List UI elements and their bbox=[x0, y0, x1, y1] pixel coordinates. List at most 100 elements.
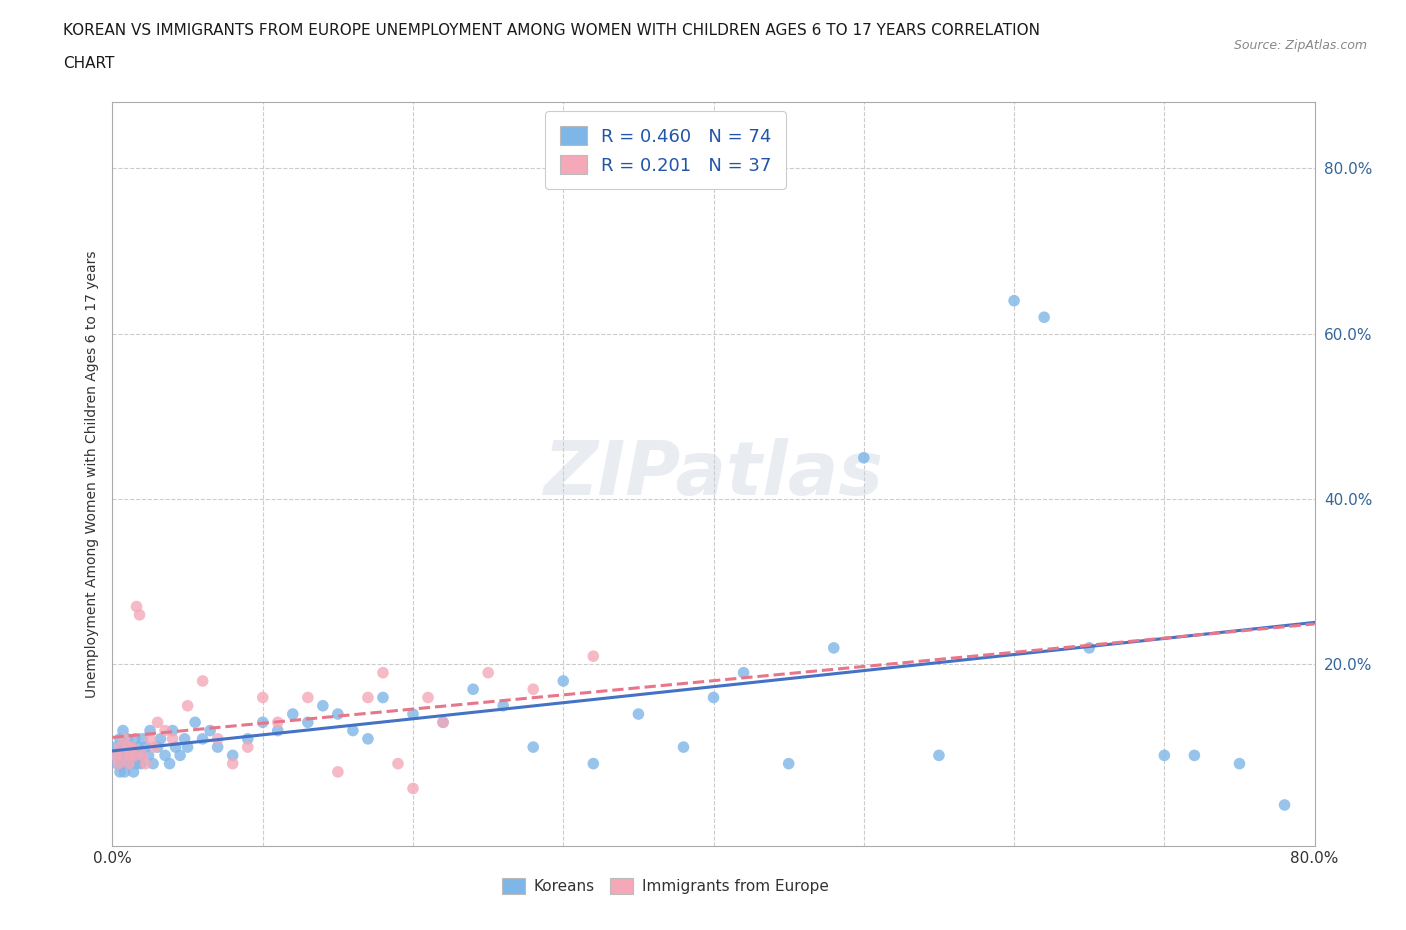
Point bbox=[236, 731, 259, 746]
Point bbox=[252, 690, 274, 705]
Point bbox=[131, 748, 153, 763]
Point bbox=[111, 748, 134, 763]
Point bbox=[135, 739, 157, 754]
Point bbox=[267, 715, 290, 730]
Point bbox=[143, 739, 166, 754]
Point bbox=[1274, 798, 1296, 813]
Text: ZIPatlas: ZIPatlas bbox=[544, 438, 883, 511]
Point bbox=[582, 649, 605, 664]
Point bbox=[312, 698, 335, 713]
Point bbox=[207, 731, 229, 746]
Point bbox=[281, 707, 304, 722]
Point bbox=[176, 698, 198, 713]
Point bbox=[162, 731, 184, 746]
Point bbox=[402, 707, 425, 722]
Point bbox=[582, 756, 605, 771]
Point bbox=[184, 715, 207, 730]
Point bbox=[297, 715, 319, 730]
Point bbox=[117, 756, 139, 771]
Point bbox=[222, 756, 245, 771]
Point bbox=[627, 707, 650, 722]
Point bbox=[492, 698, 515, 713]
Point bbox=[128, 607, 150, 622]
Point bbox=[108, 739, 131, 754]
Point bbox=[416, 690, 439, 705]
Point bbox=[522, 739, 544, 754]
Point bbox=[120, 756, 142, 771]
Legend: Koreans, Immigrants from Europe: Koreans, Immigrants from Europe bbox=[494, 870, 837, 902]
Point bbox=[198, 724, 221, 738]
Point bbox=[146, 739, 169, 754]
Point bbox=[124, 748, 146, 763]
Point bbox=[432, 715, 454, 730]
Point bbox=[108, 764, 131, 779]
Point bbox=[733, 665, 755, 680]
Point bbox=[121, 739, 143, 754]
Point bbox=[139, 731, 162, 746]
Point bbox=[477, 665, 499, 680]
Point bbox=[702, 690, 725, 705]
Point bbox=[120, 748, 142, 763]
Y-axis label: Unemployment Among Women with Children Ages 6 to 17 years: Unemployment Among Women with Children A… bbox=[86, 250, 100, 698]
Point bbox=[553, 673, 575, 688]
Point bbox=[110, 739, 132, 754]
Point bbox=[191, 673, 214, 688]
Point bbox=[104, 748, 127, 763]
Point bbox=[222, 748, 245, 763]
Point bbox=[105, 756, 128, 771]
Point bbox=[125, 599, 148, 614]
Point bbox=[326, 707, 349, 722]
Point bbox=[387, 756, 409, 771]
Point bbox=[139, 724, 162, 738]
Point bbox=[1033, 310, 1056, 325]
Point bbox=[1229, 756, 1251, 771]
Point bbox=[110, 756, 132, 771]
Point bbox=[111, 724, 134, 738]
Point bbox=[159, 756, 181, 771]
Point bbox=[124, 731, 146, 746]
Point bbox=[115, 739, 138, 754]
Point bbox=[104, 739, 127, 754]
Point bbox=[173, 731, 195, 746]
Point bbox=[402, 781, 425, 796]
Point bbox=[111, 748, 134, 763]
Point bbox=[357, 731, 380, 746]
Point bbox=[371, 665, 394, 680]
Point bbox=[928, 748, 950, 763]
Point bbox=[142, 756, 165, 771]
Point bbox=[207, 739, 229, 754]
Point bbox=[169, 748, 191, 763]
Point bbox=[191, 731, 214, 746]
Point bbox=[165, 739, 187, 754]
Point bbox=[1153, 748, 1175, 763]
Text: CHART: CHART bbox=[63, 56, 115, 71]
Point bbox=[122, 764, 145, 779]
Point bbox=[128, 748, 150, 763]
Point bbox=[326, 764, 349, 779]
Point bbox=[149, 731, 172, 746]
Point bbox=[852, 450, 875, 465]
Point bbox=[107, 748, 129, 763]
Point bbox=[267, 724, 290, 738]
Point bbox=[118, 748, 141, 763]
Point bbox=[107, 756, 129, 771]
Point bbox=[124, 748, 146, 763]
Point bbox=[297, 690, 319, 705]
Point bbox=[138, 748, 160, 763]
Point bbox=[146, 715, 169, 730]
Point bbox=[129, 756, 152, 771]
Point bbox=[117, 731, 139, 746]
Point bbox=[125, 756, 148, 771]
Point bbox=[114, 764, 136, 779]
Point bbox=[432, 715, 454, 730]
Point bbox=[672, 739, 695, 754]
Point bbox=[127, 739, 149, 754]
Point bbox=[153, 748, 176, 763]
Point bbox=[1002, 293, 1025, 308]
Point bbox=[252, 715, 274, 730]
Text: KOREAN VS IMMIGRANTS FROM EUROPE UNEMPLOYMENT AMONG WOMEN WITH CHILDREN AGES 6 T: KOREAN VS IMMIGRANTS FROM EUROPE UNEMPLO… bbox=[63, 23, 1040, 38]
Point bbox=[117, 739, 139, 754]
Point bbox=[1078, 641, 1101, 656]
Point bbox=[153, 724, 176, 738]
Point bbox=[778, 756, 800, 771]
